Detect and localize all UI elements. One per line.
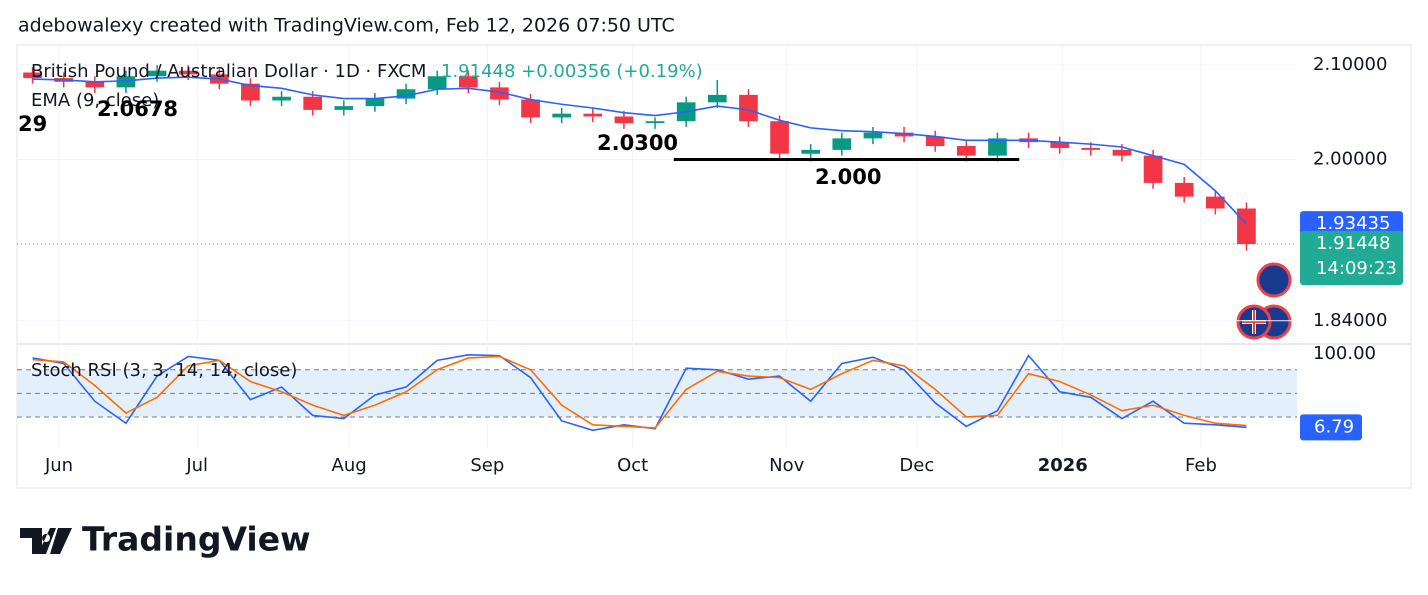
stoch-tag-label: 6.79 bbox=[1314, 416, 1354, 437]
annotation: 2.0300 bbox=[597, 131, 678, 155]
candle-body bbox=[707, 94, 727, 103]
candle-body bbox=[396, 89, 416, 99]
candle-body bbox=[1143, 155, 1163, 183]
candle-body bbox=[552, 113, 572, 118]
candle-body bbox=[770, 121, 789, 154]
candle-body bbox=[334, 106, 354, 110]
logo-text: TradingView bbox=[82, 520, 311, 559]
candle-body bbox=[925, 136, 945, 147]
price-tag bbox=[1300, 231, 1403, 286]
series-line bbox=[32, 76, 1248, 225]
candle-body bbox=[1237, 208, 1256, 245]
y-tick-label: 1.84000 bbox=[1313, 310, 1387, 331]
x-tick-label: 2026 bbox=[1038, 455, 1088, 476]
chart-title: British Pound / Australian Dollar · 1D ·… bbox=[31, 61, 426, 82]
candle-body bbox=[365, 98, 385, 107]
stoch-tag bbox=[1300, 414, 1362, 441]
candle-body bbox=[1174, 182, 1194, 197]
candle-body bbox=[116, 76, 136, 88]
candle-body bbox=[1112, 149, 1132, 156]
candle-body bbox=[23, 72, 42, 79]
candle-body bbox=[427, 76, 447, 90]
y-tick-label: 100.00 bbox=[1313, 343, 1376, 364]
candle-body bbox=[1205, 196, 1225, 209]
price-tag-label: 1.91448 bbox=[1316, 233, 1390, 254]
candle-body bbox=[863, 132, 883, 139]
price-tag-countdown: 14:09:23 bbox=[1316, 258, 1397, 279]
candle-body bbox=[241, 83, 260, 101]
candle-body bbox=[645, 121, 665, 124]
last-quote: 1.91448 +0.00356 (+0.19%) bbox=[441, 61, 703, 82]
candle-body bbox=[739, 94, 758, 122]
x-tick-label: Jun bbox=[44, 455, 73, 476]
y-tick-label: 2.10000 bbox=[1313, 54, 1387, 75]
frame bbox=[16, 44, 1412, 489]
header: adebowalexy created with TradingView.com… bbox=[18, 15, 675, 37]
x-tick-label: Dec bbox=[899, 455, 934, 476]
candle-body bbox=[178, 70, 198, 75]
candle-body bbox=[303, 96, 323, 110]
x-tick-label: Aug bbox=[332, 455, 367, 476]
y-tick-label: 2.00000 bbox=[1313, 149, 1387, 170]
candle-body bbox=[147, 70, 167, 77]
annotation: 29 bbox=[18, 112, 47, 136]
candle-body bbox=[988, 138, 1007, 156]
ema-legend: EMA (9, close) bbox=[31, 90, 159, 111]
candle-body bbox=[832, 138, 852, 150]
series-line bbox=[32, 355, 1247, 429]
x-tick-label: Jul bbox=[185, 455, 208, 476]
x-tick-label: Nov bbox=[769, 455, 804, 476]
candle-body bbox=[1081, 147, 1101, 150]
price-tag bbox=[1300, 211, 1403, 238]
candle-body bbox=[458, 76, 478, 88]
annotation: 2.0678 bbox=[97, 97, 178, 121]
candle-body bbox=[956, 146, 976, 156]
annotation: 2.000 bbox=[815, 165, 881, 189]
candle-body bbox=[801, 149, 821, 154]
candle-body bbox=[894, 132, 914, 137]
flags bbox=[1236, 262, 1292, 340]
candle-body bbox=[583, 113, 603, 117]
x-tick-label: Sep bbox=[470, 455, 504, 476]
logo: TradingView bbox=[20, 520, 311, 559]
candle-body bbox=[272, 96, 291, 101]
candle-body bbox=[1050, 142, 1070, 148]
candle-body bbox=[490, 87, 509, 100]
price-tag-label: 1.93435 bbox=[1316, 213, 1390, 234]
x-tick-label: Oct bbox=[617, 455, 648, 476]
stoch-legend: Stoch RSI (3, 3, 14, 14, close) bbox=[31, 360, 297, 381]
x-tick-label: Feb bbox=[1185, 455, 1217, 476]
candle-body bbox=[85, 81, 105, 88]
candle-body bbox=[614, 116, 634, 124]
candle-body bbox=[521, 99, 540, 118]
